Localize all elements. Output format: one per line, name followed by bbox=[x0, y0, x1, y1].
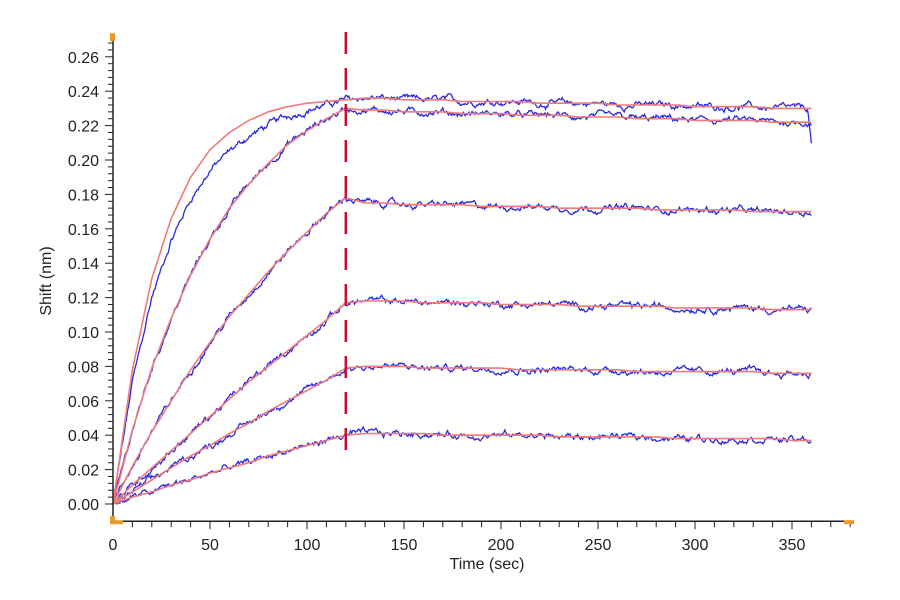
y-tick-label: 0.26 bbox=[68, 50, 99, 67]
x-tick-label: 150 bbox=[391, 537, 418, 554]
y-tick-label: 0.16 bbox=[68, 222, 99, 239]
raw-trace-3 bbox=[112, 196, 812, 504]
y-tick-label: 0.04 bbox=[68, 428, 99, 445]
x-tick-label: 0 bbox=[109, 537, 118, 554]
raw-trace-1 bbox=[112, 92, 813, 504]
x-tick-label: 200 bbox=[488, 537, 515, 554]
y-axis-end-handle bbox=[110, 33, 115, 42]
x-tick-label: 50 bbox=[201, 537, 219, 554]
y-tick-label: 0.02 bbox=[68, 463, 99, 480]
x-tick-label: 100 bbox=[294, 537, 321, 554]
x-tick-label: 300 bbox=[682, 537, 709, 554]
y-tick-label: 0.06 bbox=[68, 394, 99, 411]
axes: 0.00 0.02 0.04 0.06 0.08 0.10 0.12 0.14 0.16 0.18… bbox=[68, 33, 855, 554]
x-axis-title: Time (sec) bbox=[450, 556, 525, 573]
y-tick-label: 0.00 bbox=[68, 497, 99, 514]
fit-curve-4 bbox=[112, 300, 812, 505]
y-tick-label: 0.10 bbox=[68, 325, 99, 342]
y-tick-label: 0.08 bbox=[68, 359, 99, 376]
x-axis-start-handle bbox=[113, 520, 123, 525]
raw-trace-5 bbox=[112, 362, 812, 505]
x-axis-end-handle bbox=[844, 520, 855, 525]
y-axis-title: Shift (nm) bbox=[38, 246, 55, 315]
y-tick-label: 0.14 bbox=[68, 256, 99, 273]
y-tick-label: 0.18 bbox=[68, 187, 99, 204]
y-tick-label: 0.24 bbox=[68, 84, 99, 101]
y-tick-label: 0.12 bbox=[68, 291, 99, 308]
y-axis-start-handle bbox=[110, 516, 115, 525]
fit-curve-6 bbox=[112, 432, 812, 505]
x-tick-label: 250 bbox=[585, 537, 612, 554]
fit-curve-2 bbox=[112, 107, 812, 505]
x-tick-label: 350 bbox=[779, 537, 806, 554]
fit-curve-5 bbox=[112, 365, 812, 505]
y-tick-label: 0.20 bbox=[68, 153, 99, 170]
raw-data-layer bbox=[112, 92, 813, 505]
fit-curve-layer bbox=[112, 97, 812, 505]
fit-curve-3 bbox=[112, 196, 812, 505]
fit-curve-1 bbox=[112, 97, 812, 505]
y-tick-label: 0.22 bbox=[68, 119, 99, 136]
